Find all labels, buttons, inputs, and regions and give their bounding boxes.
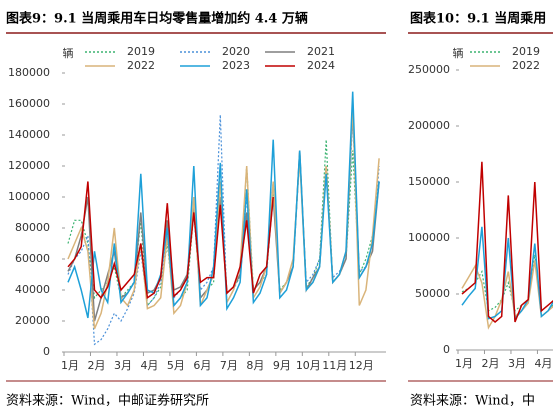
legend-label: 2019 <box>127 45 155 58</box>
y-tick-label: 250000 <box>408 63 450 76</box>
x-tick-label: 7月 <box>220 359 238 372</box>
y-tick-label: 150000 <box>408 175 450 188</box>
y-tick-label: 200000 <box>408 119 450 132</box>
x-tick-label: 11月 <box>322 359 347 372</box>
y-tick-label: 100000 <box>8 190 50 203</box>
y-tick-label: 50000 <box>415 287 450 300</box>
legend-label: 2021 <box>307 45 335 58</box>
series-line <box>461 226 553 321</box>
x-tick-label: 2月 <box>481 357 499 370</box>
x-tick-label: 3月 <box>114 359 132 372</box>
x-tick-label: 5月 <box>167 359 185 372</box>
y-axis-label: 辆 <box>63 46 74 60</box>
source: 资料来源：Wind，中 <box>410 394 535 409</box>
y-tick-label: 80000 <box>15 221 50 234</box>
series-line <box>67 91 380 319</box>
series-line <box>461 161 553 323</box>
x-tick-label: 4月 <box>534 357 552 370</box>
legend-label: 2023 <box>222 59 250 72</box>
legend-label: 2022 <box>127 59 155 72</box>
y-tick-label: 100000 <box>408 231 450 244</box>
source: 资料来源：Wind，中邮证券研究所 <box>6 393 209 409</box>
y-tick-label: 160000 <box>8 97 50 110</box>
y-tick-label: 140000 <box>8 128 50 141</box>
x-tick-label: 6月 <box>193 359 211 372</box>
legend-label: 2020 <box>222 45 250 58</box>
x-tick-label: 12月 <box>349 359 374 372</box>
chart-title: 图表10：9.1 当周乘用 <box>410 11 546 27</box>
y-tick-label: 0 <box>443 343 450 356</box>
y-axis-label: 辆 <box>453 46 464 60</box>
y-tick-label: 40000 <box>15 283 50 296</box>
x-tick-label: 3月 <box>508 357 526 370</box>
x-tick-label: 10月 <box>296 359 321 372</box>
x-tick-label: 2月 <box>87 359 105 372</box>
legend-label: 2022 <box>512 59 540 72</box>
x-tick-label: 1月 <box>455 357 473 370</box>
y-tick-label: 0 <box>43 345 50 358</box>
x-tick-label: 8月 <box>246 359 264 372</box>
legend-label: 2024 <box>307 59 335 72</box>
x-tick-label: 4月 <box>140 359 158 372</box>
chart-title: 图表9：9.1 当周乘用车日均零售量增加约 4.4 万辆 <box>6 11 308 27</box>
series-line <box>67 181 274 300</box>
y-tick-label: 120000 <box>8 159 50 172</box>
x-tick-label: 1月 <box>61 359 79 372</box>
legend-label: 2019 <box>512 45 540 58</box>
y-tick-label: 60000 <box>15 252 50 265</box>
y-tick-label: 20000 <box>15 314 50 327</box>
y-tick-label: 180000 <box>8 66 50 79</box>
x-tick-label: 9月 <box>273 359 291 372</box>
